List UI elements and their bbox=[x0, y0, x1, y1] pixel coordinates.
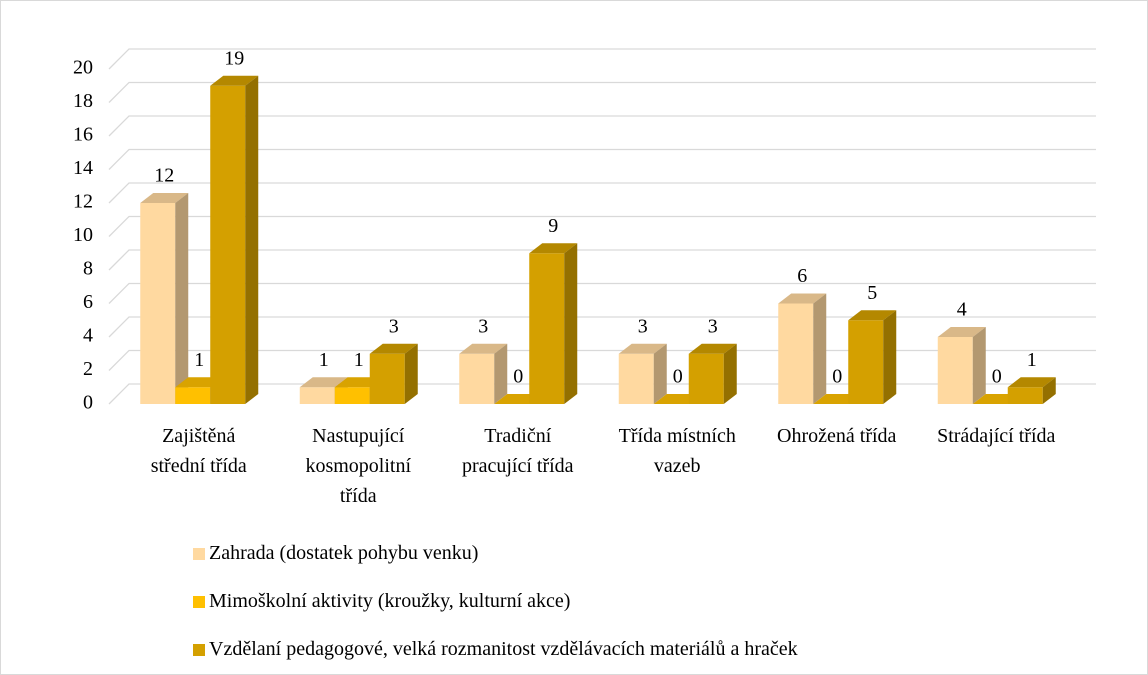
bar-front bbox=[1007, 387, 1043, 404]
data-label: 1 bbox=[319, 349, 329, 371]
bar-top bbox=[937, 327, 986, 337]
legend-label: Mimoškolní aktivity (kroužky, kulturní a… bbox=[209, 590, 571, 612]
data-label: 0 bbox=[992, 366, 1002, 388]
x-tick-label: Ohrožená třída bbox=[777, 425, 897, 447]
bar-side bbox=[813, 293, 827, 404]
data-label: 0 bbox=[832, 366, 842, 388]
data-label: 3 bbox=[478, 315, 488, 337]
grid-line bbox=[108, 182, 1096, 204]
y-tick-label: 6 bbox=[83, 291, 93, 313]
legend-entry: Zahrada (dostatek pohybu venku) bbox=[193, 542, 478, 565]
grid-line bbox=[108, 215, 1096, 237]
bar-front bbox=[778, 303, 814, 404]
bar-side bbox=[494, 343, 508, 404]
bar-side bbox=[245, 75, 259, 404]
data-label: 4 bbox=[957, 299, 967, 321]
data-label: 19 bbox=[224, 47, 244, 69]
bar-side bbox=[653, 343, 667, 404]
data-label: 9 bbox=[548, 215, 558, 237]
data-label: 3 bbox=[389, 315, 399, 337]
grid-line bbox=[108, 282, 1096, 304]
y-tick-label: 8 bbox=[83, 258, 93, 280]
data-label: 12 bbox=[154, 165, 174, 187]
bar-top bbox=[369, 343, 418, 354]
grid-line bbox=[108, 249, 1096, 271]
x-tick-label: Třída místních vazeb bbox=[618, 425, 736, 477]
bar-front bbox=[937, 337, 973, 404]
grid-line bbox=[108, 115, 1096, 137]
bar-top bbox=[778, 293, 827, 304]
data-label: 1 bbox=[194, 349, 204, 371]
bar-side bbox=[175, 193, 189, 404]
legend-entry: Mimoškolní aktivity (kroužky, kulturní a… bbox=[193, 590, 570, 613]
grid-line bbox=[108, 316, 1096, 338]
bar-side bbox=[883, 310, 897, 404]
bar-side bbox=[404, 343, 418, 404]
grid-line bbox=[108, 349, 1096, 371]
legend-swatch bbox=[193, 547, 205, 560]
bar-front bbox=[529, 253, 565, 404]
bar-front bbox=[459, 353, 495, 404]
bar-top bbox=[299, 377, 348, 388]
x-tick-label: Nastupující kosmopolitní třída bbox=[305, 425, 412, 507]
data-label: 6 bbox=[797, 265, 807, 287]
legend-label: Vzdělaní pedagogové, velká rozmanitost v… bbox=[209, 638, 798, 660]
data-label: 0 bbox=[673, 366, 683, 388]
bar-front bbox=[618, 353, 654, 404]
bar-top bbox=[848, 310, 897, 321]
x-tick-label: Tradiční pracující třída bbox=[461, 425, 574, 477]
grid-line bbox=[108, 383, 1096, 405]
bar-top bbox=[459, 343, 508, 354]
legend-swatch bbox=[193, 595, 205, 608]
grid-line bbox=[108, 48, 1096, 70]
bar-front bbox=[140, 203, 176, 404]
bar-front bbox=[369, 353, 405, 404]
y-tick-label: 2 bbox=[83, 358, 93, 380]
bar-top bbox=[529, 243, 578, 254]
y-tick-label: 10 bbox=[73, 224, 93, 246]
bar-top bbox=[1007, 377, 1056, 388]
y-tick-label: 12 bbox=[73, 191, 93, 213]
bar-top bbox=[140, 193, 189, 203]
bar-front bbox=[210, 85, 246, 404]
legend-label: Zahrada (dostatek pohybu venku) bbox=[209, 542, 479, 564]
legend-entry: Vzdělaní pedagogové, velká rozmanitost v… bbox=[193, 638, 798, 661]
data-label: 1 bbox=[1027, 349, 1037, 371]
grid-line bbox=[108, 81, 1096, 103]
bar-side bbox=[564, 243, 578, 404]
bar-top bbox=[618, 343, 667, 354]
bar-top bbox=[688, 343, 737, 354]
data-label: 1 bbox=[354, 349, 364, 371]
y-tick-label: 18 bbox=[73, 90, 93, 112]
bar-front bbox=[334, 387, 370, 404]
y-tick-label: 16 bbox=[73, 124, 93, 146]
data-label: 0 bbox=[513, 366, 523, 388]
y-tick-label: 0 bbox=[83, 392, 93, 414]
grid-line bbox=[108, 148, 1096, 170]
bar-front bbox=[299, 387, 335, 404]
x-tick-label: Strádající třída bbox=[937, 425, 1056, 447]
y-tick-label: 14 bbox=[73, 157, 93, 179]
x-tick-label: Zajištěná střední třída bbox=[150, 425, 247, 477]
y-tick-label: 4 bbox=[83, 325, 93, 347]
bar-front bbox=[688, 353, 724, 404]
y-tick-label: 20 bbox=[73, 57, 93, 79]
bar-front bbox=[175, 387, 211, 404]
bar-front bbox=[848, 320, 884, 404]
data-label: 3 bbox=[708, 315, 718, 337]
bar-side bbox=[723, 343, 737, 404]
bar-side bbox=[972, 327, 986, 404]
legend-swatch bbox=[193, 643, 205, 656]
bar-top bbox=[210, 75, 259, 86]
data-label: 5 bbox=[867, 282, 877, 304]
bar-side bbox=[1042, 377, 1056, 404]
data-label: 3 bbox=[638, 315, 648, 337]
